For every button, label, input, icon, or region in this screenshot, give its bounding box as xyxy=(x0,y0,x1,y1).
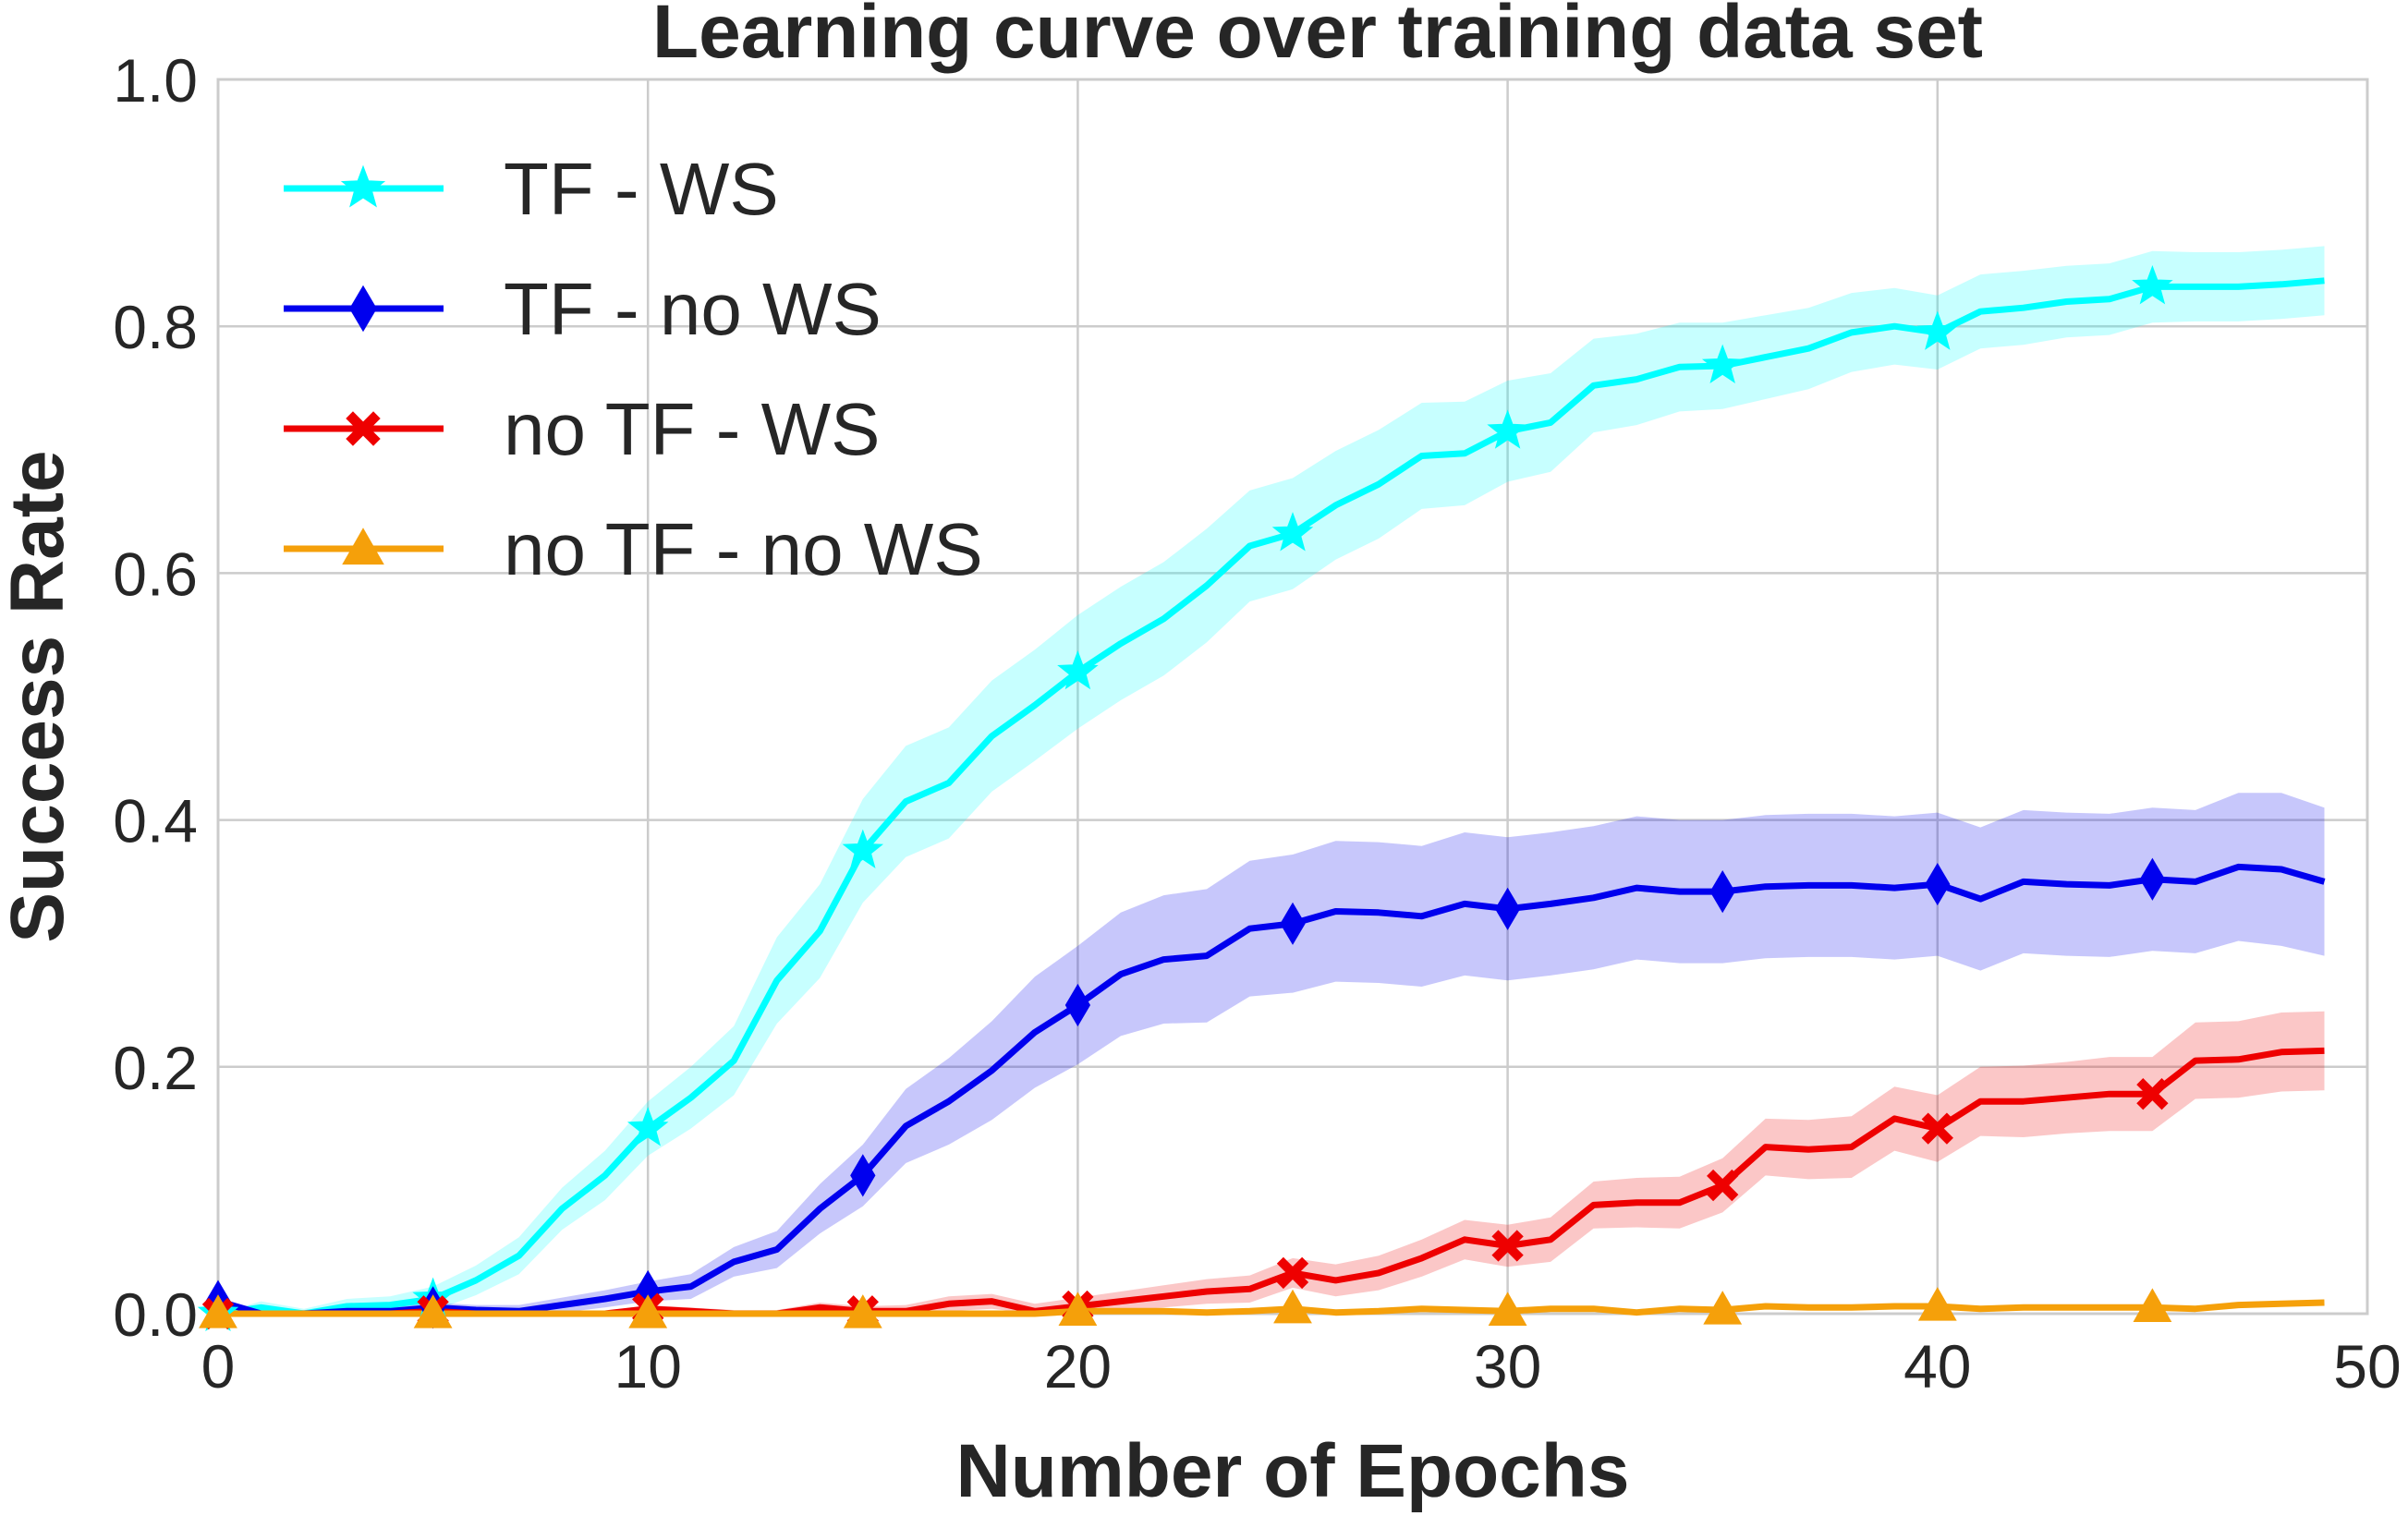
x-tick-label: 40 xyxy=(1903,1332,1971,1401)
legend-marker-tf-no-ws xyxy=(349,285,377,333)
tick-labels: 0 10 20 30 40 50 0.0 0.2 0.4 0.6 0.8 1.0 xyxy=(113,46,2401,1401)
y-tick-label: 0.2 xyxy=(113,1034,198,1102)
x-tick-label: 20 xyxy=(1044,1332,1112,1401)
marker-no-tf-no-ws xyxy=(628,1294,668,1328)
marker-no-tf-ws xyxy=(1707,1169,1739,1202)
marker-no-tf-ws xyxy=(1491,1230,1524,1262)
marker-no-tf-ws xyxy=(1276,1256,1309,1290)
marker-no-tf-no-ws xyxy=(843,1294,882,1328)
marker-tf-ws xyxy=(1916,310,1959,350)
legend-marker-no-tf-no-ws xyxy=(342,528,384,565)
marker-tf-no-ws xyxy=(2139,857,2166,901)
legend-label-no-tf-no-ws: no TF - no WS xyxy=(504,508,983,590)
legend-label-tf-ws: TF - WS xyxy=(504,148,779,230)
series-markers xyxy=(197,264,2173,1331)
marker-tf-ws xyxy=(1271,512,1314,552)
line-tf-no-ws xyxy=(217,863,2326,1317)
marker-tf-no-ws xyxy=(850,1154,876,1197)
marker-tf-no-ws xyxy=(1494,887,1521,930)
chart-title: Learning curve over training data set xyxy=(652,0,1983,74)
legend-label-tf-no-ws: TF - no WS xyxy=(504,268,882,350)
marker-no-tf-no-ws xyxy=(413,1294,453,1328)
marker-no-tf-ws xyxy=(1921,1112,1953,1145)
marker-no-tf-no-ws xyxy=(1273,1289,1312,1324)
legend-marker-no-tf-ws xyxy=(346,411,381,446)
x-tick-label: 30 xyxy=(1474,1332,1541,1401)
marker-tf-ws xyxy=(626,1107,669,1146)
y-axis-label: Success Rate xyxy=(0,450,79,942)
x-tick-label: 0 xyxy=(201,1332,236,1401)
marker-tf-no-ws xyxy=(1280,902,1306,945)
marker-tf-ws xyxy=(1057,649,1099,690)
marker-tf-ws xyxy=(1487,409,1528,449)
marker-tf-no-ws xyxy=(1709,869,1735,914)
marker-no-tf-no-ws xyxy=(1703,1291,1743,1325)
legend: TF - WS TF - no WS no TF - WS no TF - no WS xyxy=(284,148,983,590)
x-tick-label: 10 xyxy=(614,1332,681,1401)
y-tick-label: 1.0 xyxy=(113,46,198,115)
marker-tf-no-ws xyxy=(1925,862,1951,906)
legend-label-no-tf-ws: no TF - WS xyxy=(504,388,880,470)
band-tf-no-ws xyxy=(218,793,2325,1314)
y-tick-label: 0.8 xyxy=(113,293,198,361)
line-tf-ws xyxy=(217,277,2325,1317)
series-lines xyxy=(217,277,2326,1317)
marker-no-tf-ws xyxy=(2136,1078,2169,1110)
marker-tf-no-ws xyxy=(1064,983,1091,1027)
marker-no-tf-no-ws xyxy=(1488,1292,1527,1327)
x-tick-label: 50 xyxy=(2333,1332,2401,1401)
y-tick-label: 0.6 xyxy=(113,540,198,608)
marker-tf-ws xyxy=(842,829,884,868)
x-axis-label: Number of Epochs xyxy=(956,1429,1630,1513)
marker-no-tf-no-ws xyxy=(1917,1287,1957,1321)
y-tick-label: 0.0 xyxy=(113,1280,198,1349)
line-no-tf-no-ws xyxy=(218,1299,2325,1317)
y-tick-label: 0.4 xyxy=(113,787,198,855)
marker-tf-ws xyxy=(2132,264,2173,305)
marker-tf-ws xyxy=(1701,344,1744,383)
legend-marker-tf-ws xyxy=(340,164,386,208)
marker-no-tf-no-ws xyxy=(1058,1292,1098,1327)
marker-no-tf-no-ws xyxy=(2133,1288,2172,1322)
marker-no-tf-no-ws xyxy=(199,1294,237,1328)
